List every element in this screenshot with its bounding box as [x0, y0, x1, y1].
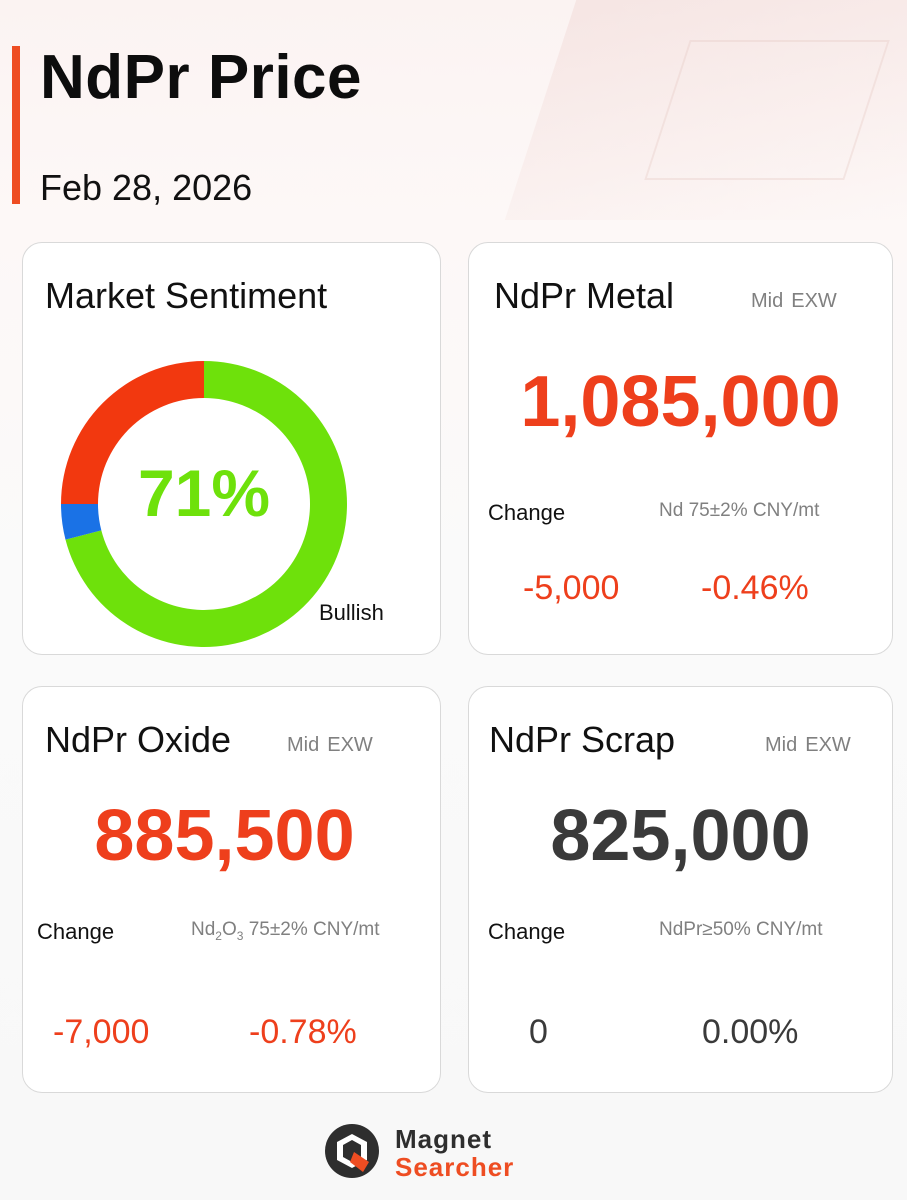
mid-tag: Mid	[751, 290, 784, 312]
ndpr-oxide-card: NdPr Oxide Mid EXW 885,500 Change Nd2O3 7…	[22, 686, 441, 1093]
donut-segment-bearish	[60, 361, 205, 504]
ndpr-scrap-tags: Mid EXW	[765, 734, 859, 757]
background-decoration	[504, 0, 907, 220]
exw-tag: EXW	[805, 734, 851, 756]
change-label: Change	[37, 919, 115, 944]
background-decoration-outline	[644, 40, 890, 180]
bullish-label: Bullish	[319, 600, 384, 625]
ndpr-scrap-change-pct: 0.00%	[702, 1013, 799, 1051]
ndpr-metal-change-abs: -5,000	[523, 569, 620, 607]
ndpr-metal-title: NdPr Metal	[494, 275, 675, 316]
ndpr-scrap-price: 825,000	[550, 796, 811, 876]
ndpr-scrap-spec: NdPr≥50% CNY/mt	[659, 919, 823, 940]
logo-text-magnet: Magnet	[395, 1124, 492, 1154]
ndpr-oxide-price: 885,500	[94, 796, 355, 876]
exw-tag: EXW	[791, 290, 837, 312]
sentiment-donut-chart	[60, 361, 348, 647]
ndpr-oxide-change-abs: -7,000	[53, 1013, 150, 1051]
page-date: Feb 28, 2026	[40, 167, 253, 208]
ndpr-metal-price: 1,085,000	[520, 362, 841, 442]
change-label: Change	[488, 500, 566, 525]
page-title: NdPr Price	[40, 43, 363, 112]
ndpr-scrap-title: NdPr Scrap	[489, 719, 676, 760]
mid-tag: Mid	[287, 734, 320, 756]
ndpr-oxide-tags: Mid EXW	[287, 734, 381, 757]
exw-tag: EXW	[327, 734, 373, 756]
sentiment-percent: 71%	[137, 456, 271, 530]
change-label: Change	[488, 919, 566, 944]
logo-text-searcher: Searcher	[395, 1152, 515, 1182]
ndpr-scrap-change-abs: 0	[529, 1013, 548, 1051]
ndpr-scrap-card: NdPr Scrap Mid EXW 825,000 Change NdPr≥50…	[468, 686, 893, 1093]
ndpr-metal-tags: Mid EXW	[751, 290, 845, 313]
magnet-searcher-logo: Magnet Searcher	[323, 1122, 553, 1184]
ndpr-oxide-spec: Nd2O3 75±2% CNY/mt	[191, 919, 380, 943]
title-accent-bar	[12, 46, 20, 204]
ndpr-metal-change-pct: -0.46%	[701, 569, 809, 607]
mid-tag: Mid	[765, 734, 798, 756]
market-sentiment-title: Market Sentiment	[45, 275, 328, 316]
magnet-searcher-logo-icon	[325, 1124, 379, 1178]
market-sentiment-card: Market Sentiment 71% Bullish	[22, 242, 441, 655]
donut-segment-neutral	[61, 504, 102, 540]
ndpr-oxide-change-pct: -0.78%	[249, 1013, 357, 1051]
ndpr-metal-card: NdPr Metal Mid EXW 1,085,000 Change Nd 75…	[468, 242, 893, 655]
ndpr-metal-spec: Nd 75±2% CNY/mt	[659, 500, 820, 521]
ndpr-oxide-title: NdPr Oxide	[45, 719, 232, 760]
